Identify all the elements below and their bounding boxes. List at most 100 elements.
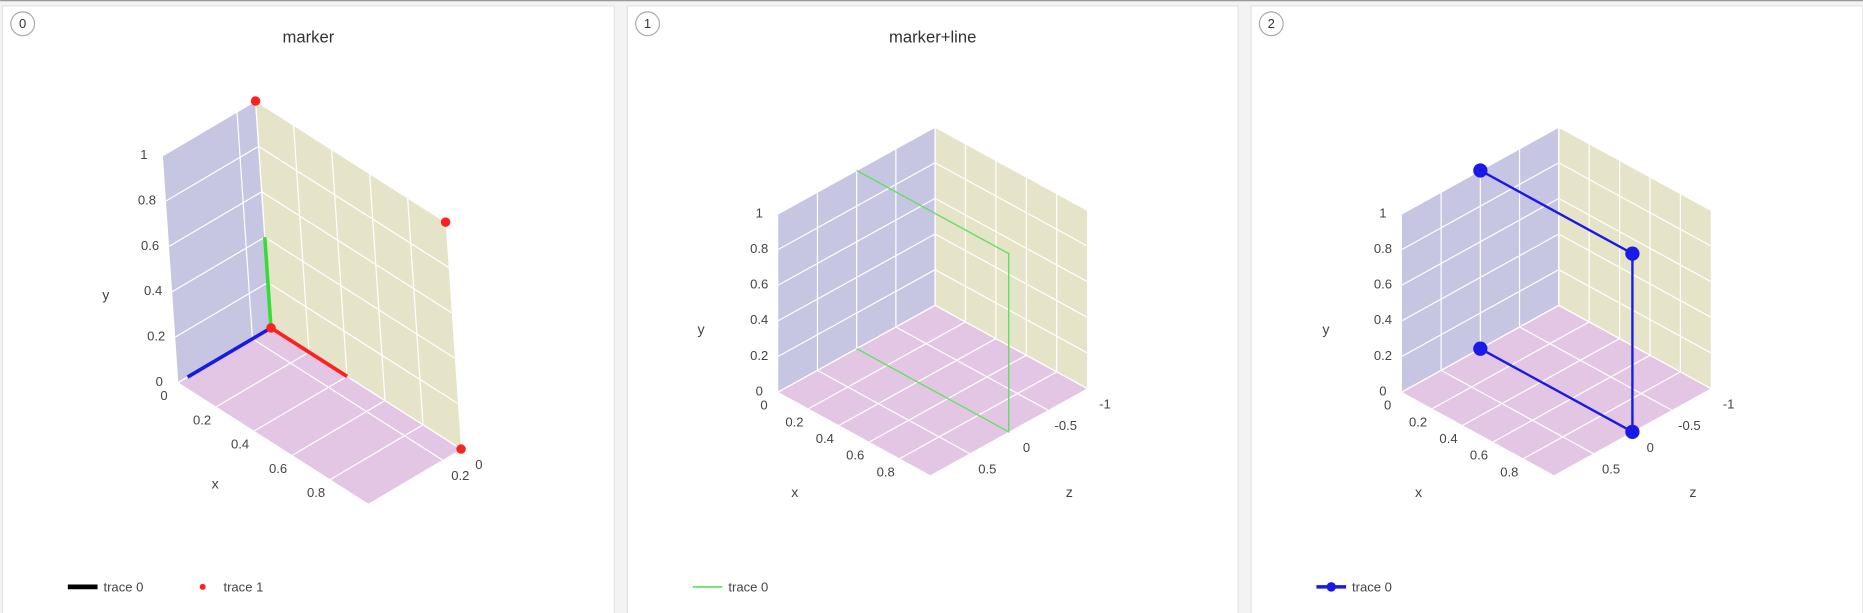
legend-item[interactable]: trace 0 xyxy=(1316,580,1392,595)
grid-line xyxy=(264,236,456,359)
legend-item[interactable]: trace 0 xyxy=(692,580,769,595)
tick-label: 0.2 xyxy=(147,329,165,344)
grid-line xyxy=(252,338,443,461)
tick-label: -1 xyxy=(1099,397,1111,412)
tick-label: 0.2 xyxy=(785,414,803,429)
tick-label: 0 xyxy=(1647,440,1654,455)
tick-label: 0.8 xyxy=(750,241,768,256)
tick-label: 0.6 xyxy=(269,461,287,476)
chart-title: marker+line xyxy=(889,27,976,46)
tick-label: 0.4 xyxy=(1374,312,1392,327)
grid-line xyxy=(236,111,254,339)
grid-line xyxy=(165,145,259,202)
panel-index: 0 xyxy=(19,16,26,31)
panel-index: 2 xyxy=(1268,16,1275,31)
marker xyxy=(1625,246,1640,261)
grid-line xyxy=(1558,233,1712,318)
grid-line xyxy=(171,236,266,293)
grid-line xyxy=(292,400,386,456)
side-wall xyxy=(162,100,271,383)
tick-label: 1 xyxy=(1379,205,1386,220)
tick-label: 0.5 xyxy=(978,462,996,477)
grid-line xyxy=(162,100,256,157)
axis-title: z xyxy=(1689,485,1696,501)
tick-label: 0.8 xyxy=(1500,464,1518,479)
grid-line xyxy=(267,282,459,405)
trace-line xyxy=(856,169,1010,434)
grid-line xyxy=(330,424,424,480)
grid-line xyxy=(254,375,348,432)
grid-line xyxy=(255,100,446,223)
tick-label: 0.8 xyxy=(307,485,325,500)
grid-line xyxy=(1558,126,1712,211)
scene: 0 0.2 0.4 0.6 0.8 0 0.2 0.4 0.6 0.8 1 0 0.2 xyxy=(138,96,483,504)
tick-label: 0 xyxy=(1384,398,1391,413)
chart-title: marker xyxy=(283,27,335,46)
panel-badge xyxy=(10,11,36,37)
grid-line xyxy=(330,149,348,377)
tick-label: 0.5 xyxy=(1602,462,1620,477)
tick-label: 0.2 xyxy=(1374,348,1392,363)
axis-title: y xyxy=(102,288,110,304)
legend-label: trace 0 xyxy=(103,580,143,595)
tick-label: 0.2 xyxy=(750,348,768,363)
tick-label: 0 xyxy=(1379,383,1386,398)
line-segment xyxy=(263,237,273,329)
tick-label: 0.8 xyxy=(877,464,895,479)
marker xyxy=(456,444,466,454)
panel-index: 1 xyxy=(644,16,651,31)
tick-label: 0 xyxy=(156,374,163,389)
grid-line xyxy=(895,326,1049,411)
tick-label: 0.4 xyxy=(231,437,249,452)
legend-marker xyxy=(1326,582,1337,592)
grid-line xyxy=(216,351,310,408)
grid-line xyxy=(1440,369,1594,455)
legend-marker xyxy=(199,583,206,590)
grid-line xyxy=(174,281,269,338)
axis-title: x xyxy=(212,476,219,492)
marker xyxy=(1625,424,1640,439)
grid-line xyxy=(292,125,310,353)
scene: 0 0.2 0.4 0.6 0.8 0 0.2 0.4 0.6 0.8 1 -1 -0.5 0 0.5 xyxy=(1374,126,1735,479)
legend-label: trace 0 xyxy=(728,580,768,595)
tick-label: 0 xyxy=(160,388,167,403)
grid-line xyxy=(934,197,1088,283)
tick-label: 0.8 xyxy=(1374,241,1392,256)
legend-item[interactable]: trace 0 xyxy=(67,580,144,595)
grid-line xyxy=(261,191,453,314)
tick-label: 0.6 xyxy=(750,277,768,292)
legend-item[interactable]: trace 1 xyxy=(199,580,264,595)
tick-label: 0 xyxy=(1023,440,1030,455)
axis-title: x xyxy=(791,485,798,501)
marker xyxy=(1473,341,1488,356)
grid-line xyxy=(1558,304,1712,389)
tick-label: 0 xyxy=(760,398,767,413)
tick-label: -0.5 xyxy=(1055,418,1077,433)
axis-title: y xyxy=(697,322,705,338)
grid-line xyxy=(168,191,263,247)
grid-line xyxy=(817,369,970,455)
tick-label: 0.6 xyxy=(141,238,159,253)
line-segment xyxy=(270,326,348,378)
tick-label: 0.2 xyxy=(1409,414,1427,429)
panel-badge xyxy=(1258,11,1284,37)
axis-title: z xyxy=(1066,485,1073,501)
tick-label: 0.4 xyxy=(750,312,768,327)
grid-line xyxy=(934,162,1088,247)
marker xyxy=(440,217,451,227)
legend-label: trace 0 xyxy=(1352,580,1392,595)
tick-label: 0.8 xyxy=(138,192,156,207)
grid-line xyxy=(934,304,1088,389)
marker xyxy=(266,323,276,333)
axis-title: y xyxy=(1322,322,1330,338)
marker xyxy=(1473,163,1488,178)
back-wall xyxy=(255,100,462,450)
tick-label: 0.4 xyxy=(144,283,162,298)
tick-label: 0.2 xyxy=(193,412,211,427)
grid-line xyxy=(1558,197,1712,283)
trace-line xyxy=(1479,169,1634,434)
tick-label: -1 xyxy=(1723,397,1735,412)
grid-line xyxy=(934,233,1088,318)
grid-line xyxy=(407,197,424,425)
